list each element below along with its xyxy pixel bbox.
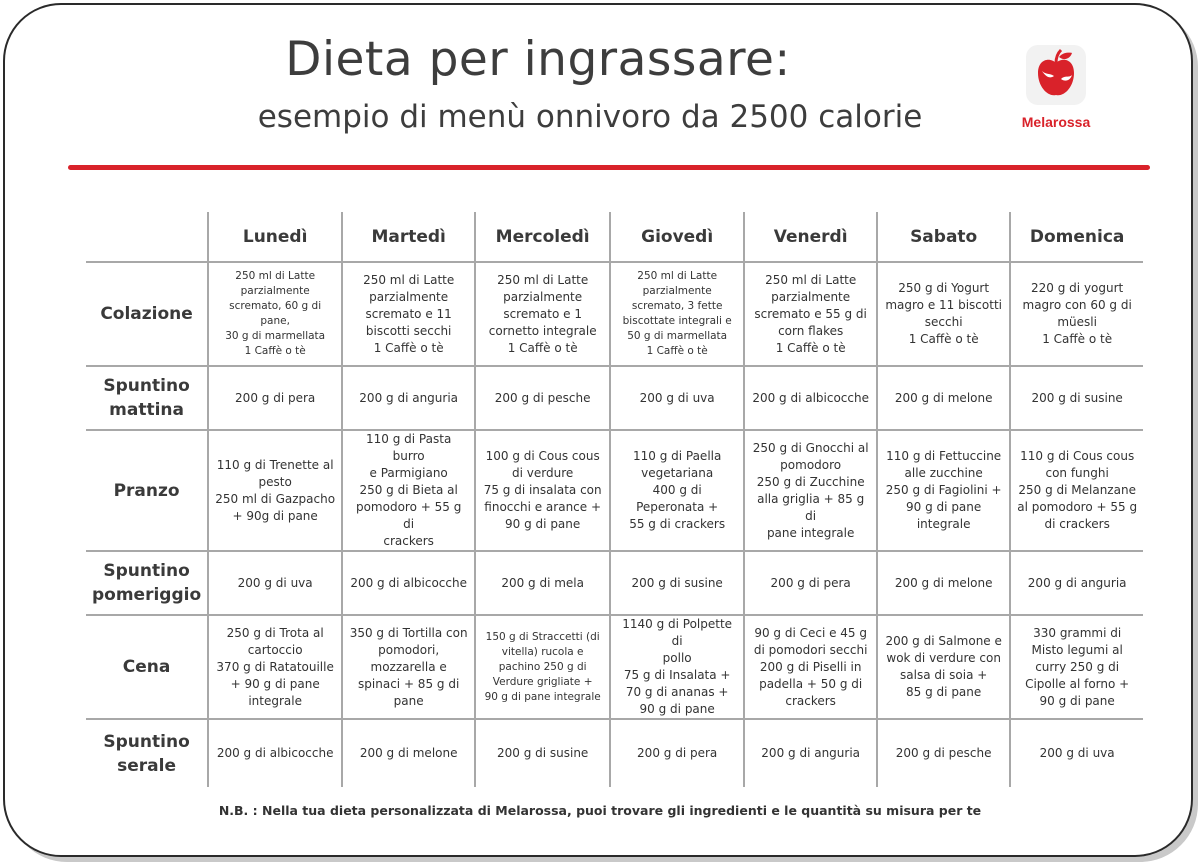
menu-cell: 90 g di Ceci e 45 g di pomodori secchi 2… [743, 614, 879, 720]
day-header: Lunedì [207, 212, 344, 263]
menu-cell: 200 g di albicocche [341, 550, 477, 616]
day-header: Martedì [341, 212, 477, 263]
menu-cell: 250 g di Yogurt magro e 11 biscotti secc… [876, 261, 1012, 367]
brand-logo: Melarossa [1016, 45, 1094, 133]
menu-cell: 200 g di pera [743, 550, 879, 616]
menu-cell: 250 ml di Latte parzialmente scremato e … [341, 261, 477, 367]
menu-cell: 110 g di Pasta burro e Parmigiano 250 g … [341, 429, 477, 552]
meal-label: Spuntino mattina [86, 365, 210, 431]
menu-cell: 200 g di uva [207, 550, 344, 616]
menu-cell: 220 g di yogurt magro con 60 g di müesli… [1009, 261, 1144, 367]
menu-cell: 200 g di pera [609, 718, 746, 787]
corner-cell [86, 212, 210, 263]
menu-cell: 110 g di Fettuccine alle zucchine 250 g … [876, 429, 1012, 552]
menu-cell: 100 g di Cous cous di verdure 75 g di in… [474, 429, 612, 552]
menu-cell: 200 g di anguria [743, 718, 879, 787]
menu-cell: 200 g di anguria [341, 365, 477, 431]
menu-cell: 110 g di Paella vegetariana 400 g di Pep… [609, 429, 746, 552]
table-row: Colazione 250 ml di Latte parzialmente s… [86, 261, 1144, 367]
day-header: Sabato [876, 212, 1012, 263]
brand-name: Melarossa [1021, 114, 1091, 130]
day-header: Venerdì [743, 212, 879, 263]
menu-cell: 200 g di albicocche [207, 718, 344, 787]
menu-cell: 250 ml di Latte parzialmente scremato e … [474, 261, 612, 367]
menu-cell: 200 g di melone [341, 718, 477, 787]
table-row: Pranzo 110 g di Trenette al pesto 250 ml… [86, 429, 1144, 552]
menu-cell: 200 g di mela [474, 550, 612, 616]
page-title: Dieta per ingrassare: [285, 32, 791, 87]
menu-cell: 200 g di uva [609, 365, 746, 431]
footer-note: N.B. : Nella tua dieta personalizzata di… [218, 803, 982, 818]
table-row: Spuntino serale 200 g di albicocche 200 … [86, 718, 1144, 787]
title-divider [68, 165, 1150, 170]
table-header-row: Lunedì Martedì Mercoledì Giovedì Venerdì… [86, 212, 1144, 263]
menu-cell: 330 grammi di Misto legumi al curry 250 … [1009, 614, 1144, 720]
menu-cell: 150 g di Straccetti (di vitella) rucola … [474, 614, 612, 720]
menu-cell: 200 g di susine [609, 550, 746, 616]
menu-cell: 250 g di Trota al cartoccio 370 g di Rat… [207, 614, 344, 720]
page-subtitle: esempio di menù onnivoro da 2500 calorie [257, 99, 923, 135]
menu-cell: 200 g di pesche [474, 365, 612, 431]
meal-label: Cena [86, 614, 210, 720]
menu-cell: 110 g di Cous cous con funghi 250 g di M… [1009, 429, 1144, 552]
menu-cell: 200 g di susine [474, 718, 612, 787]
menu-cell: 250 ml di Latte parzialmente scremato e … [743, 261, 879, 367]
menu-cell: 200 g di albicocche [743, 365, 879, 431]
meal-label: Pranzo [86, 429, 210, 552]
menu-cell: 200 g di Salmone e wok di verdure con sa… [876, 614, 1012, 720]
meal-label: Spuntino pomeriggio [86, 550, 210, 616]
day-header: Giovedì [609, 212, 746, 263]
menu-cell: 250 ml di Latte parzialmente scremato, 6… [207, 261, 344, 367]
meal-label: Colazione [86, 261, 210, 367]
day-header: Mercoledì [474, 212, 612, 263]
table-row: Cena 250 g di Trota al cartoccio 370 g d… [86, 614, 1144, 720]
menu-cell: 110 g di Trenette al pesto 250 ml di Gaz… [207, 429, 344, 552]
table-row: Spuntino mattina 200 g di pera 200 g di … [86, 365, 1144, 431]
menu-cell: 200 g di pesche [876, 718, 1012, 787]
menu-cell: 200 g di pera [207, 365, 344, 431]
logo-tile [1026, 45, 1086, 105]
menu-table: Lunedì Martedì Mercoledì Giovedì Venerdì… [86, 212, 1144, 787]
apple-icon [1038, 48, 1074, 96]
table-row: Spuntino pomeriggio 200 g di uva 200 g d… [86, 550, 1144, 616]
meal-label: Spuntino serale [86, 718, 210, 787]
menu-cell: 200 g di anguria [1009, 550, 1144, 616]
menu-cell: 1140 g di Polpette di pollo 75 g di Insa… [609, 614, 746, 720]
menu-cell: 350 g di Tortilla con pomodori, mozzarel… [341, 614, 477, 720]
day-header: Domenica [1009, 212, 1144, 263]
menu-cell: 200 g di melone [876, 550, 1012, 616]
menu-cell: 250 ml di Latte parzialmente scremato, 3… [609, 261, 746, 367]
menu-cell: 200 g di melone [876, 365, 1012, 431]
menu-cell: 250 g di Gnocchi al pomodoro 250 g di Zu… [743, 429, 879, 552]
menu-cell: 200 g di uva [1009, 718, 1144, 787]
card-border [3, 3, 1193, 857]
menu-cell: 200 g di susine [1009, 365, 1144, 431]
